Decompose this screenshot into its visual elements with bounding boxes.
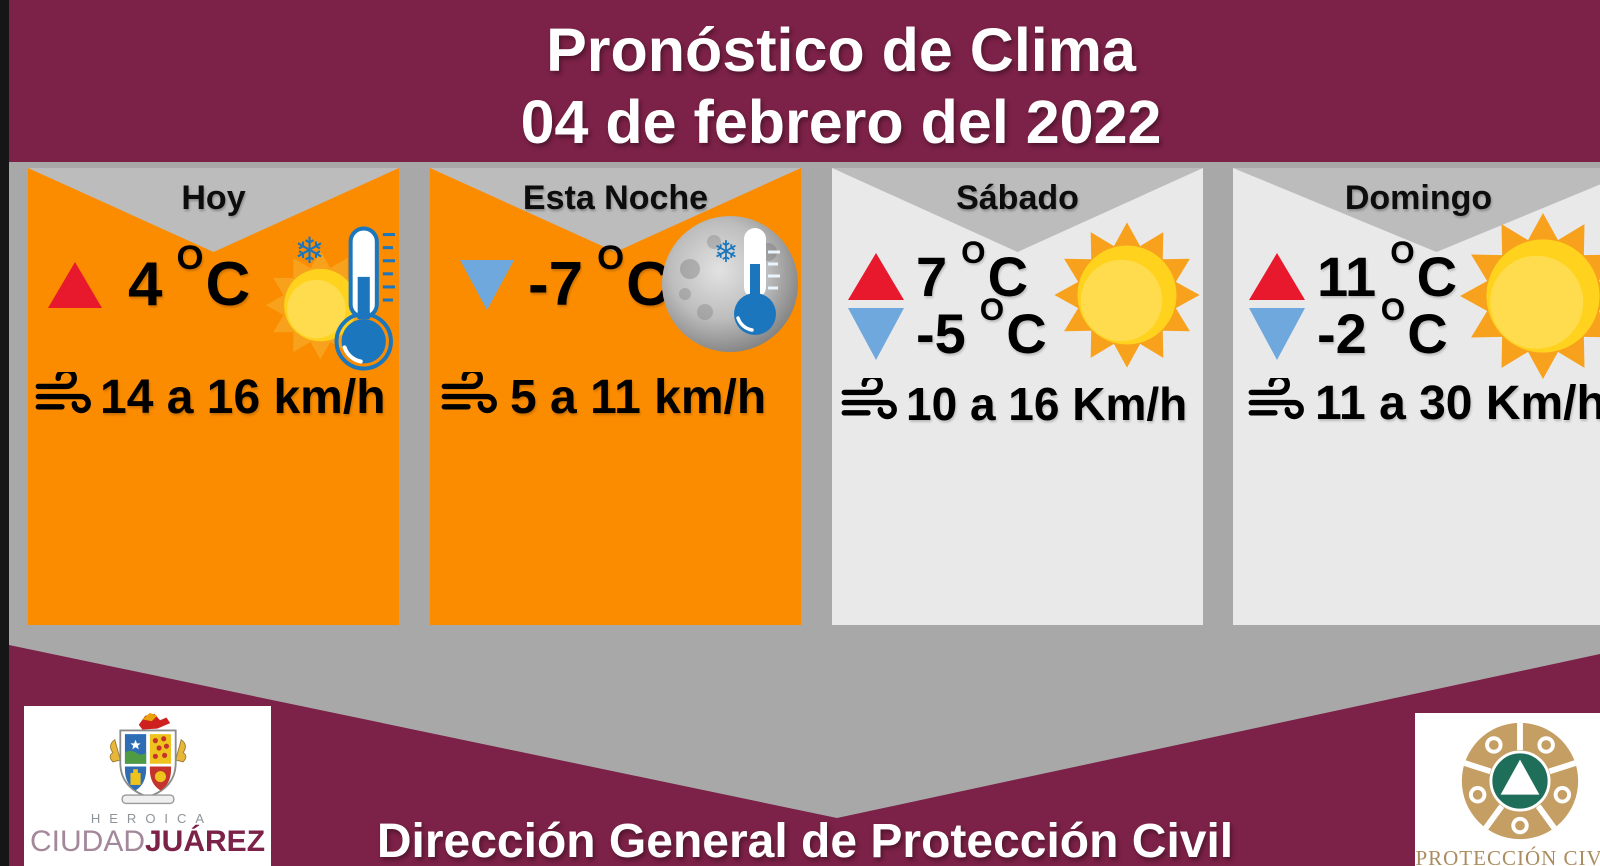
wind-icon — [840, 373, 898, 429]
high-temp-arrow-icon — [1249, 253, 1305, 300]
heroica-label: HEROICA — [90, 811, 214, 826]
ciudad-juarez-wordmark: CIUDADJUÁREZ — [29, 825, 266, 858]
high-temp-arrow-icon — [848, 253, 904, 300]
ciudad-juarez-logo: HEROICA CIUDADJUÁREZ — [24, 706, 271, 866]
low-temp-row: -2 OC — [1249, 291, 1457, 365]
wind-speed: 11 a 30 Km/h — [1315, 376, 1600, 430]
proteccion-civil-emblem-icon — [1461, 722, 1579, 840]
forecast-card-esta-noche: Esta Noche -7 OC — [430, 168, 801, 625]
high-temp-value: 4 OC — [128, 238, 251, 319]
temp-stack: 7 OC -5 OC — [848, 234, 1047, 365]
high-temp-row: 11 OC — [1249, 234, 1458, 308]
day-label: Domingo — [1344, 179, 1493, 217]
high-temp-row: 4 OC — [48, 238, 251, 319]
header-banner: Pronóstico de Clima 04 de febrero del 20… — [9, 0, 1600, 162]
high-temp-arrow-icon — [48, 262, 102, 308]
wind-row: 11 a 30 Km/h — [1247, 373, 1600, 430]
low-temp-value: -7 OC — [528, 238, 671, 319]
proteccion-civil-logo: PROTECCIÓN CIVIL — [1415, 713, 1600, 866]
page-title: Pronóstico de Clima — [546, 16, 1136, 84]
wind-row: 14 a 16 km/h — [34, 367, 386, 424]
wind-row: 5 a 11 km/h — [440, 367, 767, 424]
svg-text:❄: ❄ — [294, 229, 324, 272]
proteccion-civil-caption: PROTECCIÓN CIVIL — [1415, 846, 1600, 866]
wind-speed: 10 a 16 Km/h — [906, 377, 1188, 430]
page-date: 04 de febrero del 2022 — [520, 88, 1162, 156]
footer-title: Dirección General de Protección Civil — [376, 815, 1234, 866]
wind-speed: 14 a 16 km/h — [100, 370, 386, 424]
low-temp-arrow-icon — [848, 307, 904, 360]
wind-icon — [440, 367, 498, 423]
sun-thermometer-icon: ❄ — [264, 204, 400, 384]
low-temp-arrow-icon — [460, 260, 514, 310]
low-temp-value: -2 OC — [1317, 291, 1448, 365]
svg-text:❄: ❄ — [713, 235, 738, 270]
high-temp-value: 7 OC — [916, 234, 1029, 308]
wind-row: 10 a 16 Km/h — [840, 373, 1188, 430]
sun-icon — [1050, 218, 1204, 372]
wind-icon — [34, 367, 92, 423]
high-temp-value: 11 OC — [1317, 234, 1458, 308]
forecast-card-hoy: Hoy 4 OC ❄ — [28, 168, 399, 625]
moon-thermometer-icon: ❄ — [660, 214, 800, 354]
left-edge-strip — [0, 0, 9, 866]
day-label: Esta Noche — [522, 179, 709, 217]
wind-icon — [1247, 373, 1305, 429]
forecast-card-domingo: Domingo 11 OC -2 OC — [1233, 168, 1600, 625]
temp-stack: 11 OC -2 OC — [1249, 234, 1458, 365]
low-temp-arrow-icon — [1249, 307, 1305, 360]
day-label: Hoy — [181, 179, 246, 217]
low-temp-row: -7 OC — [460, 238, 671, 319]
sun-icon — [1455, 208, 1600, 384]
high-temp-row: 7 OC — [848, 234, 1047, 308]
wind-speed: 5 a 11 km/h — [510, 370, 767, 424]
forecast-card-sabado: Sábado 7 OC -5 OC — [832, 168, 1203, 625]
low-temp-value: -5 OC — [916, 291, 1047, 365]
day-label: Sábado — [956, 179, 1079, 217]
low-temp-row: -5 OC — [848, 291, 1047, 365]
juarez-crest-icon — [109, 712, 186, 805]
